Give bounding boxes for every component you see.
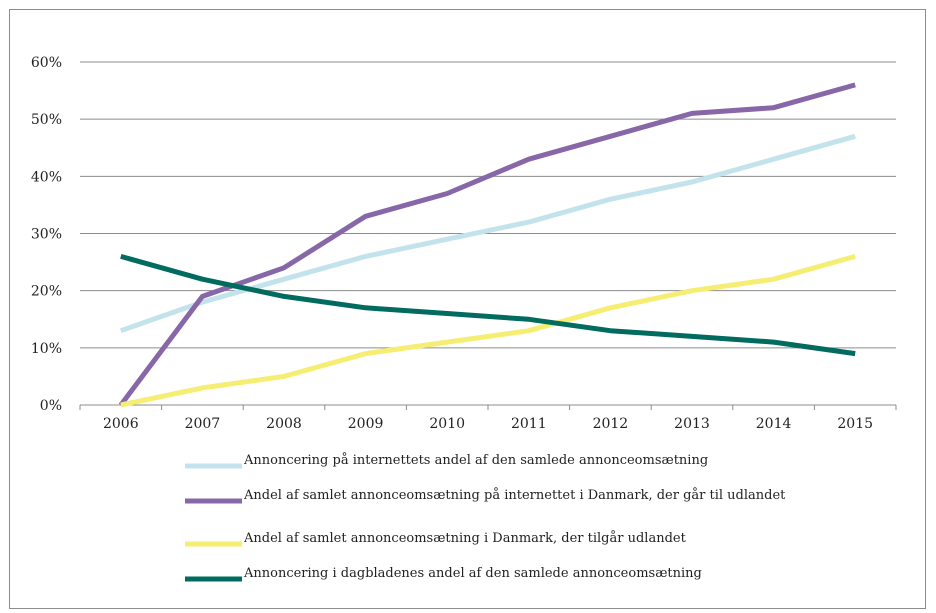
series-line-2 [118,82,856,407]
series-line-1 [119,133,856,334]
x-tick-label: 2012 [593,416,629,432]
x-tick-label: 2014 [756,416,792,432]
y-tick-label: 0% [40,398,62,414]
x-tick-label: 2013 [674,416,710,432]
x-tick-label: 2008 [266,416,302,432]
x-tick-label: 2007 [185,416,221,432]
legend-label-1: Annoncering på internettets andel af den… [243,452,708,468]
series-line-4 [120,253,856,357]
x-tick-label: 2009 [348,416,384,432]
y-tick-label: 30% [31,227,62,243]
legend-label-4: Annoncering i dagbladenes andel af den s… [243,566,702,581]
y-tick-label: 40% [31,169,62,185]
legend-label-2: Andel af samlet annonceomsætning på inte… [243,487,786,503]
x-tick-label: 2011 [511,416,547,432]
legend-label-3: Andel af samlet annonceomsætning i Danma… [243,530,687,546]
y-tick-label: 50% [31,112,62,128]
y-tick-label: 20% [31,284,62,300]
x-tick-label: 2015 [837,416,873,432]
series-line-3 [120,253,856,408]
x-tick-label: 2006 [103,416,139,432]
y-tick-label: 60% [31,55,62,71]
x-tick-label: 2010 [429,416,465,432]
y-tick-label: 10% [31,341,62,357]
